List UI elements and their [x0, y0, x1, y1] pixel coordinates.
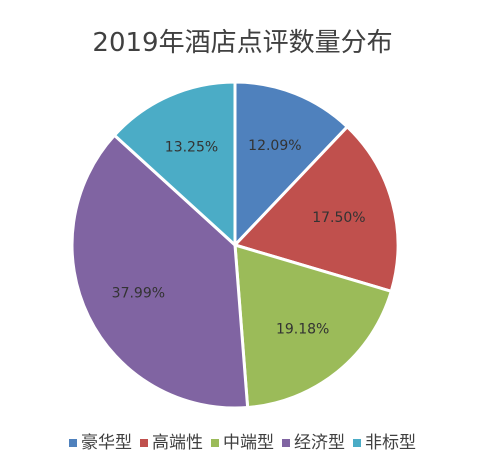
pie-slice-5 — [112, 80, 237, 249]
legend-swatch — [282, 439, 290, 447]
legend-item-3: 中端型 — [211, 428, 274, 453]
slice-label-4: 37.99% — [112, 285, 165, 301]
slice-label-3: 19.18% — [276, 322, 329, 338]
legend-item-2: 高端性 — [140, 428, 203, 453]
legend-label: 非标型 — [365, 433, 416, 453]
pie-slice-2 — [232, 124, 400, 294]
slice-label-2: 17.50% — [312, 210, 365, 226]
legend-item-4: 经济型 — [282, 428, 345, 453]
slice-label-5: 13.25% — [165, 140, 218, 156]
legend-label: 经济型 — [294, 433, 345, 453]
legend-swatch — [69, 439, 77, 447]
legend-label: 豪华型 — [81, 433, 132, 453]
legend-item-1: 豪华型 — [69, 428, 132, 453]
legend-swatch — [140, 439, 148, 447]
legend-label: 高端性 — [152, 433, 203, 453]
legend-item-5: 非标型 — [353, 428, 416, 453]
legend: 豪华型 高端性 中端型 经济型 非标型 — [0, 428, 485, 453]
slice-label-1: 12.09% — [248, 138, 301, 154]
chart-title: 2019年酒店点评数量分布 — [92, 28, 393, 58]
legend-swatch — [211, 439, 219, 447]
pie-slice-4 — [70, 133, 250, 410]
pie-slice-3 — [233, 242, 394, 410]
legend-swatch — [353, 439, 361, 447]
legend-label: 中端型 — [223, 433, 274, 453]
pie-slice-1 — [233, 80, 350, 249]
